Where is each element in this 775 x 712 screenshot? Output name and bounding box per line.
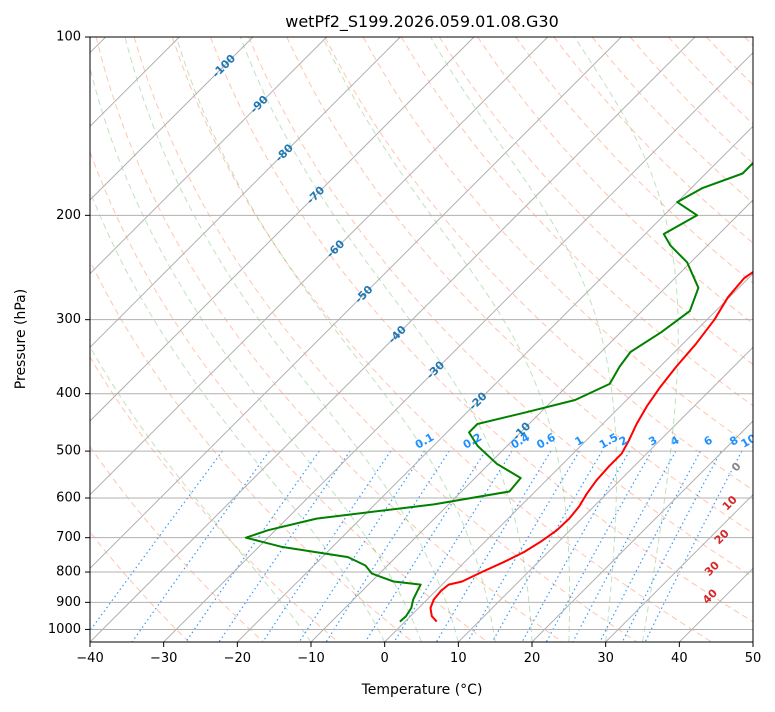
isotherm-line: [458, 37, 775, 642]
y-axis-ticks: 100 200 300 400 500 600 700 800 900 1000: [48, 30, 90, 637]
y-tick-label: 600: [56, 491, 81, 506]
mixing-ratio-label: 0.6: [534, 430, 558, 451]
x-axis-ticks: −40 −30 −20 −10 0 10 20 30 40 50: [76, 642, 761, 666]
moist-adiabat-line: [125, 37, 458, 642]
y-tick-label: 200: [56, 208, 81, 223]
dry-adiabat-line: [707, 37, 775, 642]
plot-frame: [90, 37, 753, 642]
dry-adiabat-label: 30: [702, 559, 722, 579]
x-tick-label: 40: [671, 651, 688, 666]
isotherm-line: [237, 37, 775, 642]
mixing-ratio-label: 0.1: [413, 431, 436, 452]
mixing-ratio-label: 1: [573, 434, 586, 449]
y-tick-label: 300: [56, 312, 81, 327]
mixing-ratio-label: 4: [668, 433, 681, 448]
mixing-ratio-line: [468, 451, 580, 642]
y-tick-label: 900: [56, 595, 81, 610]
moist-adiabat-line: [240, 37, 532, 642]
x-tick-label: −20: [224, 651, 251, 666]
mixing-ratio-label: 1.5: [597, 431, 620, 452]
x-tick-label: −10: [297, 651, 324, 666]
y-axis-label: Pressure (hPa): [13, 289, 29, 389]
isotherm-line: [0, 37, 400, 642]
dry-adiabat-line: [0, 37, 338, 642]
mixing-ratio-line: [299, 451, 424, 642]
x-tick-label: 30: [597, 651, 614, 666]
x-tick-label: 20: [524, 651, 541, 666]
mixing-ratio-line: [82, 451, 223, 642]
dry-adiabat-line: [0, 37, 264, 642]
isotherm-line: [0, 37, 474, 642]
moist-adiabat-line: [176, 37, 495, 642]
moist-adiabat-line: [323, 37, 570, 642]
dry-adiabat-line: [20, 37, 413, 642]
isotherm-line: [16, 37, 621, 642]
x-tick-label: −30: [150, 651, 177, 666]
isotherm-line: [0, 37, 327, 642]
x-axis-label: Temperature (°C): [361, 682, 483, 698]
moist-adiabat-line: [575, 37, 679, 642]
chart-title: wetPf2_S199.2026.059.01.08.G30: [285, 12, 559, 32]
mixing-ratio-line: [132, 451, 269, 642]
x-tick-label: 50: [745, 651, 762, 666]
x-tick-label: 10: [450, 651, 467, 666]
dry-adiabat-label: 20: [712, 527, 732, 547]
mixing-ratio-line: [600, 451, 701, 642]
y-tick-label: 1000: [48, 622, 81, 637]
dry-adiabat-line: [58, 37, 488, 642]
y-tick-label: 700: [56, 530, 81, 545]
dewpoint-profile: [246, 37, 775, 622]
dry-adiabat-line: [554, 37, 775, 642]
isotherm-line: [311, 37, 775, 642]
mixing-ratio-label: 3: [646, 434, 659, 449]
x-tick-label: 0: [381, 651, 389, 666]
dry-adiabat-line: [668, 37, 775, 642]
plot-area: -100-90-80-70-60-50-40-30-20-10010203040…: [0, 32, 775, 642]
y-tick-label: 800: [56, 565, 81, 580]
series-layer: [246, 32, 775, 622]
mixing-ratio-line: [365, 451, 485, 642]
moist-adiabat-line: [0, 37, 311, 642]
dry-adiabat-line: [134, 37, 637, 642]
mixing-ratio-label: 10: [739, 431, 759, 450]
y-tick-label: 500: [56, 444, 81, 459]
isotherm-line: [753, 37, 775, 642]
mixing-ratio-line: [573, 451, 676, 642]
y-tick-label: 100: [56, 30, 81, 45]
mixing-ratio-label: 13: [765, 432, 775, 451]
isotherm-line: [679, 37, 775, 642]
dry-adiabat-line: [592, 37, 775, 642]
dry-adiabat-line: [745, 37, 775, 642]
mixing-ratio-label: 6: [702, 433, 715, 448]
isotherm-line: [0, 37, 253, 642]
y-tick-label: 400: [56, 386, 81, 401]
x-tick-label: −40: [76, 651, 103, 666]
mixing-ratio-line: [522, 451, 629, 642]
